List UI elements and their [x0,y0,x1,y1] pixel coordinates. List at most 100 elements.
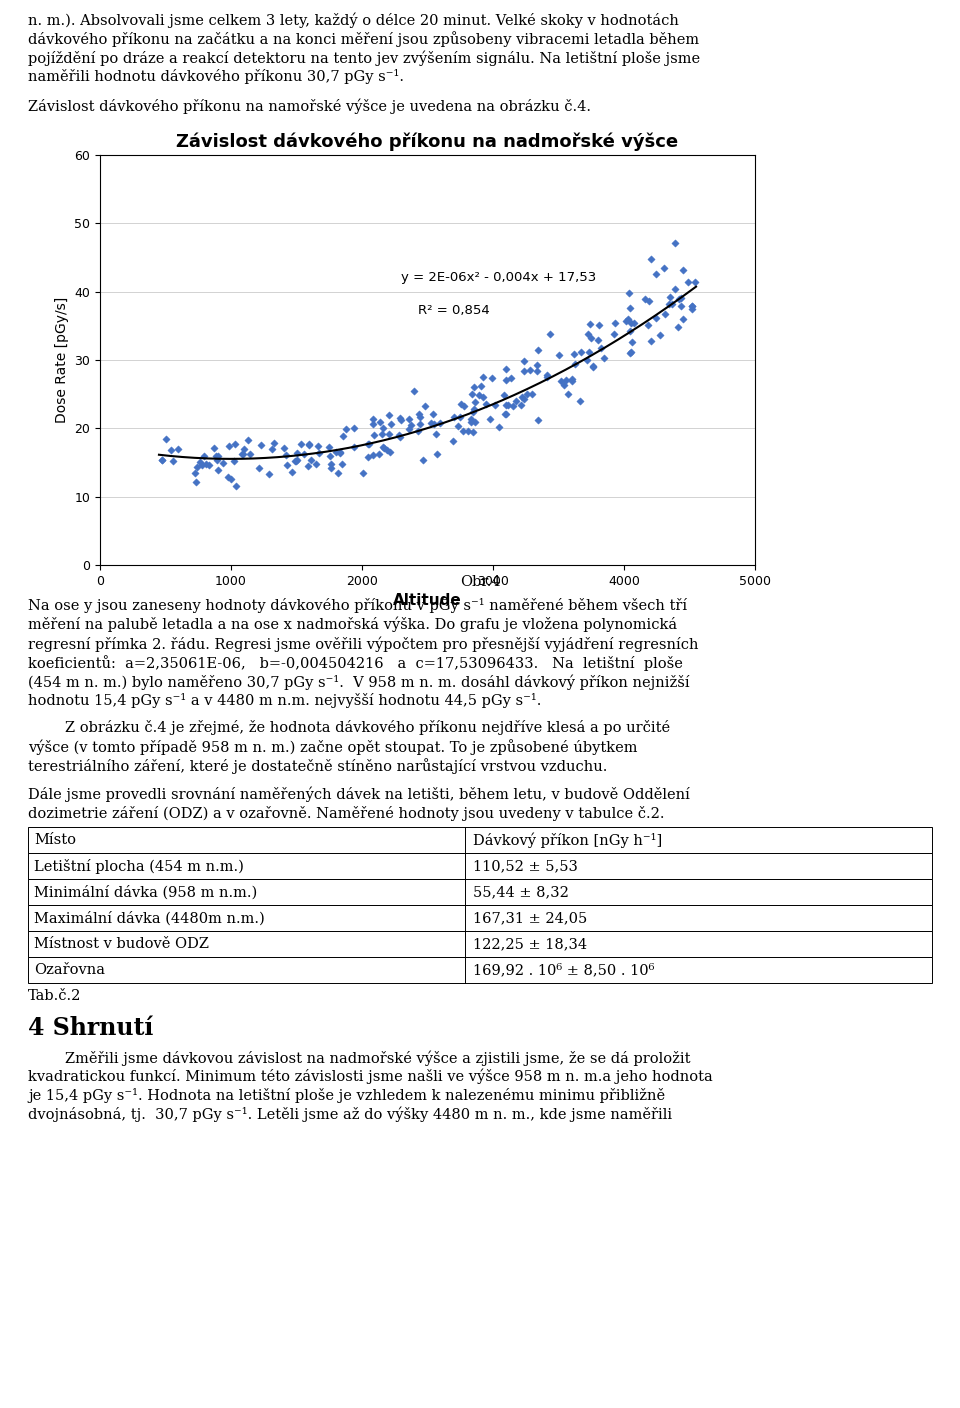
Point [500,394,516,417]
Point [376,436,392,459]
Point [366,413,381,435]
Text: koeficientů:  a=2,35061E-06,   b=-0,004504216   a  c=17,53096433.   Na  letištní: koeficientů: a=2,35061E-06, b=-0,0045042… [28,655,683,670]
Point [667,232,683,255]
Point [681,270,696,293]
Point [360,445,375,467]
Point [456,396,471,418]
Point [522,359,538,382]
Point [360,432,375,455]
Text: dvojnásobná, tj.  30,7 pGy s⁻¹. Letěli jsme až do výšky 4480 m n. m., kde jsme n: dvojnásobná, tj. 30,7 pGy s⁻¹. Letěli js… [28,1107,672,1122]
Text: Letištní plocha (454 m n.m.): Letištní plocha (454 m n.m.) [34,859,244,873]
Point [455,420,470,442]
Point [303,448,319,470]
Point [658,303,673,325]
Point [163,439,179,462]
Point [209,449,225,472]
Point [475,386,491,408]
Point [581,341,596,363]
Text: 122,25 ± 18,34: 122,25 ± 18,34 [473,936,588,950]
Point [656,256,671,279]
Point [425,403,441,425]
X-axis label: Altitude: Altitude [394,593,462,608]
Point [227,451,242,473]
Point [468,411,483,434]
Point [210,459,226,482]
Text: 169,92 . 10⁶ ± 8,50 . 10⁶: 169,92 . 10⁶ ± 8,50 . 10⁶ [473,963,655,977]
Point [508,390,523,413]
Text: Minimální dávka (958 m n.m.): Minimální dávka (958 m n.m.) [34,884,257,900]
Point [516,359,532,382]
Point [506,396,521,418]
Text: Místnost v budově ODZ: Místnost v budově ODZ [34,936,209,950]
Point [519,383,535,406]
Text: Ozařovna: Ozařovna [34,963,105,977]
Point [196,445,211,467]
Text: je 15,4 pGy s⁻¹. Hodnota na letištní ploše je vzhledem k nalezenému minimu přibl: je 15,4 pGy s⁻¹. Hodnota na letištní plo… [28,1088,665,1102]
Point [432,411,447,434]
Point [498,403,514,425]
Point [300,455,316,477]
Point [375,436,391,459]
Point [195,453,210,476]
Point [643,248,659,270]
Point [228,474,244,497]
Point [311,441,326,463]
Point [649,263,664,286]
Point [192,451,207,473]
Point [567,353,583,376]
Point [413,413,428,435]
Point [394,408,409,431]
Point [187,462,203,484]
Text: 4 Shrnutí: 4 Shrnutí [28,1017,154,1041]
Text: Na ose y jsou zaneseny hodnoty dávkového příkonu v pGy s⁻¹ naměřené během všech : Na ose y jsou zaneseny hodnoty dávkového… [28,598,687,612]
Point [276,436,292,459]
Point [607,311,622,334]
Point [393,407,408,429]
Point [643,329,659,352]
Point [328,441,344,463]
Point [464,411,479,434]
Point [684,297,700,320]
Point [201,453,216,476]
Point [622,342,637,365]
Point [166,449,181,472]
Text: regresní přímka 2. řádu. Regresi jsme ověřili výpočtem pro přesnější vyjádření r: regresní přímka 2. řádu. Regresi jsme ov… [28,636,699,652]
Text: 167,31 ± 24,05: 167,31 ± 24,05 [473,911,588,925]
Point [492,415,507,438]
Point [687,272,703,294]
Point [265,438,280,460]
Point [591,314,607,337]
Text: výšce (v tomto případě 958 m n. m.) začne opět stoupat. To je způsobené úbytkem: výšce (v tomto případě 958 m n. m.) začn… [28,739,637,755]
Point [301,432,317,455]
Point [478,393,493,415]
Point [516,389,532,411]
Point [559,369,574,391]
Point [379,439,395,462]
Point [382,404,397,427]
Point [429,442,444,465]
Point [504,367,519,390]
Point [560,383,575,406]
Point [393,425,408,448]
Point [261,463,276,486]
Text: Změřili jsme dávkovou závislost na nadmořské výšce a zjistili jsme, že se dá pro: Změřili jsme dávkovou závislost na nadmo… [28,1050,690,1066]
Point [284,460,300,483]
Point [556,373,571,396]
Point [332,441,348,463]
Point [529,360,544,383]
Point [210,445,226,467]
Point [401,407,417,429]
Point [223,467,238,490]
Point [347,435,362,458]
Point [450,414,466,436]
Point [684,294,700,317]
Point [684,294,700,317]
Point [251,456,266,479]
Point [158,428,174,451]
Point [607,322,622,345]
Point [580,349,595,372]
Point [222,434,237,456]
Point [209,445,225,467]
Point [573,341,588,363]
Point [465,383,480,406]
